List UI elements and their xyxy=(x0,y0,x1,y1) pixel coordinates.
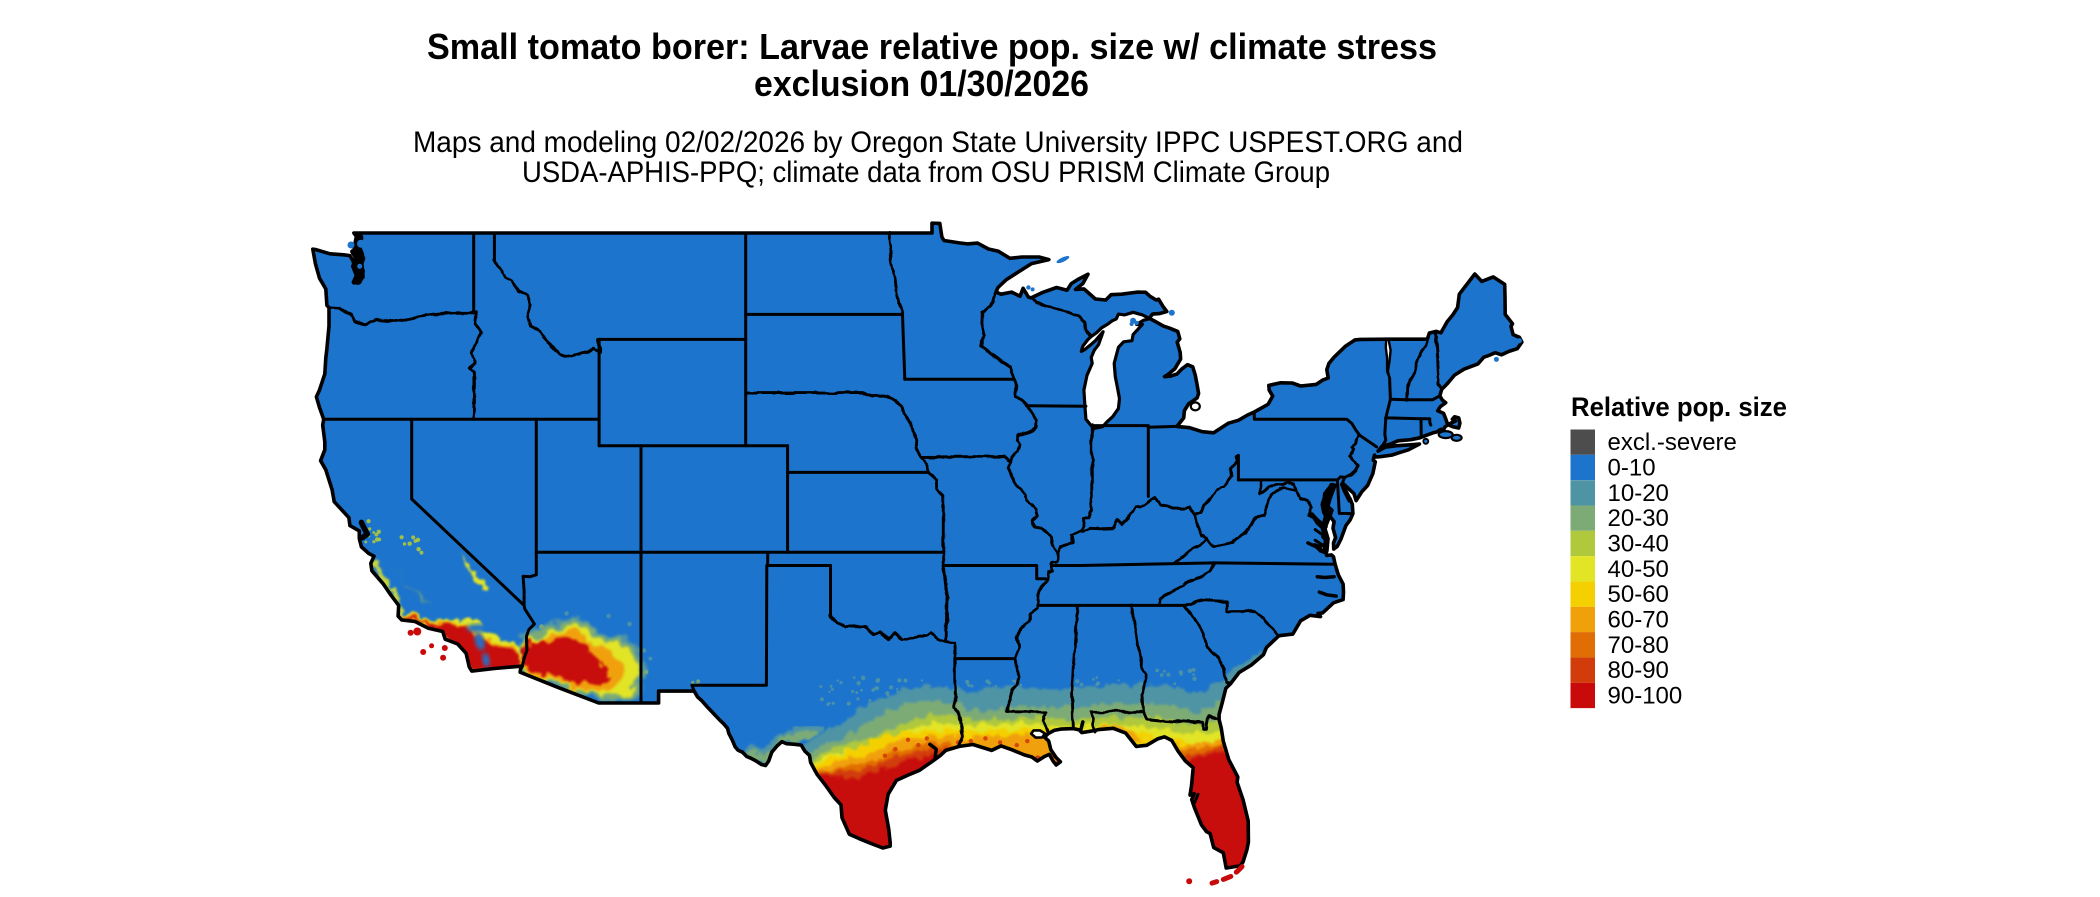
svg-text:10-20: 10-20 xyxy=(1608,480,1669,507)
svg-text:40-50: 40-50 xyxy=(1608,556,1669,583)
svg-text:50-60: 50-60 xyxy=(1608,581,1669,608)
svg-text:90-100: 90-100 xyxy=(1608,683,1683,710)
svg-text:0-10: 0-10 xyxy=(1608,455,1656,482)
svg-text:20-30: 20-30 xyxy=(1608,505,1669,532)
svg-text:30-40: 30-40 xyxy=(1608,531,1669,558)
svg-text:USDA-APHIS-PPQ; climate data f: USDA-APHIS-PPQ; climate data from OSU PR… xyxy=(522,156,1330,189)
svg-text:excl.-severe: excl.-severe xyxy=(1608,429,1737,456)
svg-text:Maps and modeling 02/02/2026 b: Maps and modeling 02/02/2026 by Oregon S… xyxy=(413,126,1463,159)
svg-text:Small tomato borer: Larvae rel: Small tomato borer: Larvae relative pop.… xyxy=(427,26,1437,67)
svg-text:60-70: 60-70 xyxy=(1608,607,1669,634)
svg-text:Relative pop. size: Relative pop. size xyxy=(1571,392,1787,422)
svg-text:exclusion 01/30/2026: exclusion 01/30/2026 xyxy=(754,63,1089,104)
svg-text:80-90: 80-90 xyxy=(1608,657,1669,684)
svg-text:70-80: 70-80 xyxy=(1608,632,1669,659)
